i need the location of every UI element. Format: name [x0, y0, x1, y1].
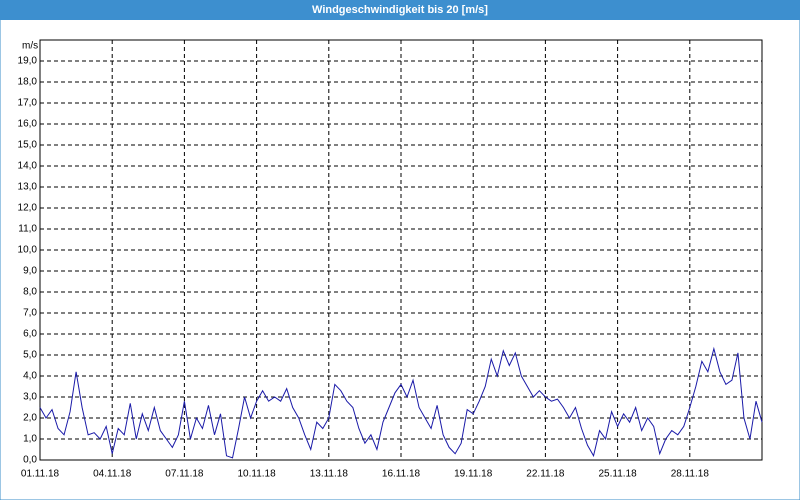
x-tick-label: 07.11.18: [165, 469, 204, 480]
title-bar: [0, 0, 800, 20]
y-tick-label: 12,0: [18, 203, 38, 214]
y-tick-label: 18,0: [18, 77, 38, 88]
y-tick-label: 1,0: [23, 434, 37, 445]
y-tick-label: 8,0: [23, 287, 37, 298]
y-tick-label: 16,0: [18, 119, 38, 130]
x-tick-label: 28.11.18: [671, 469, 710, 480]
y-tick-label: 10,0: [18, 245, 38, 256]
x-tick-label: 04.11.18: [93, 469, 132, 480]
y-tick-label: 14,0: [18, 161, 38, 172]
y-tick-label: 9,0: [23, 266, 37, 277]
data-line: [39, 346, 763, 459]
y-axis-label: m/s: [22, 41, 38, 52]
chart-title: Windgeschwindigkeit bis 20 [m/s]: [312, 4, 488, 16]
y-tick-label: 13,0: [18, 182, 38, 193]
y-tick-label: 0,0: [23, 455, 37, 466]
y-tick-label: 3,0: [23, 392, 37, 403]
y-tick-label: 19,0: [18, 56, 38, 67]
x-tick-label: 19.11.18: [454, 469, 493, 480]
y-tick-label: 7,0: [23, 308, 37, 319]
x-tick-label: 13.11.18: [310, 469, 349, 480]
y-tick-label: 4,0: [23, 371, 37, 382]
y-tick-label: 11,0: [18, 224, 37, 235]
y-tick-label: 6,0: [23, 329, 37, 340]
y-tick-label: 17,0: [18, 98, 38, 109]
x-tick-label: 16.11.18: [382, 469, 421, 480]
x-tick-label: 01.11.18: [21, 469, 60, 480]
x-tick-label: 25.11.18: [599, 469, 638, 480]
y-tick-label: 15,0: [18, 140, 38, 151]
y-tick-label: 2,0: [23, 413, 37, 424]
x-tick-label: 10.11.18: [238, 469, 277, 480]
x-tick-label: 22.11.18: [526, 469, 565, 480]
y-tick-label: 5,0: [23, 350, 37, 361]
